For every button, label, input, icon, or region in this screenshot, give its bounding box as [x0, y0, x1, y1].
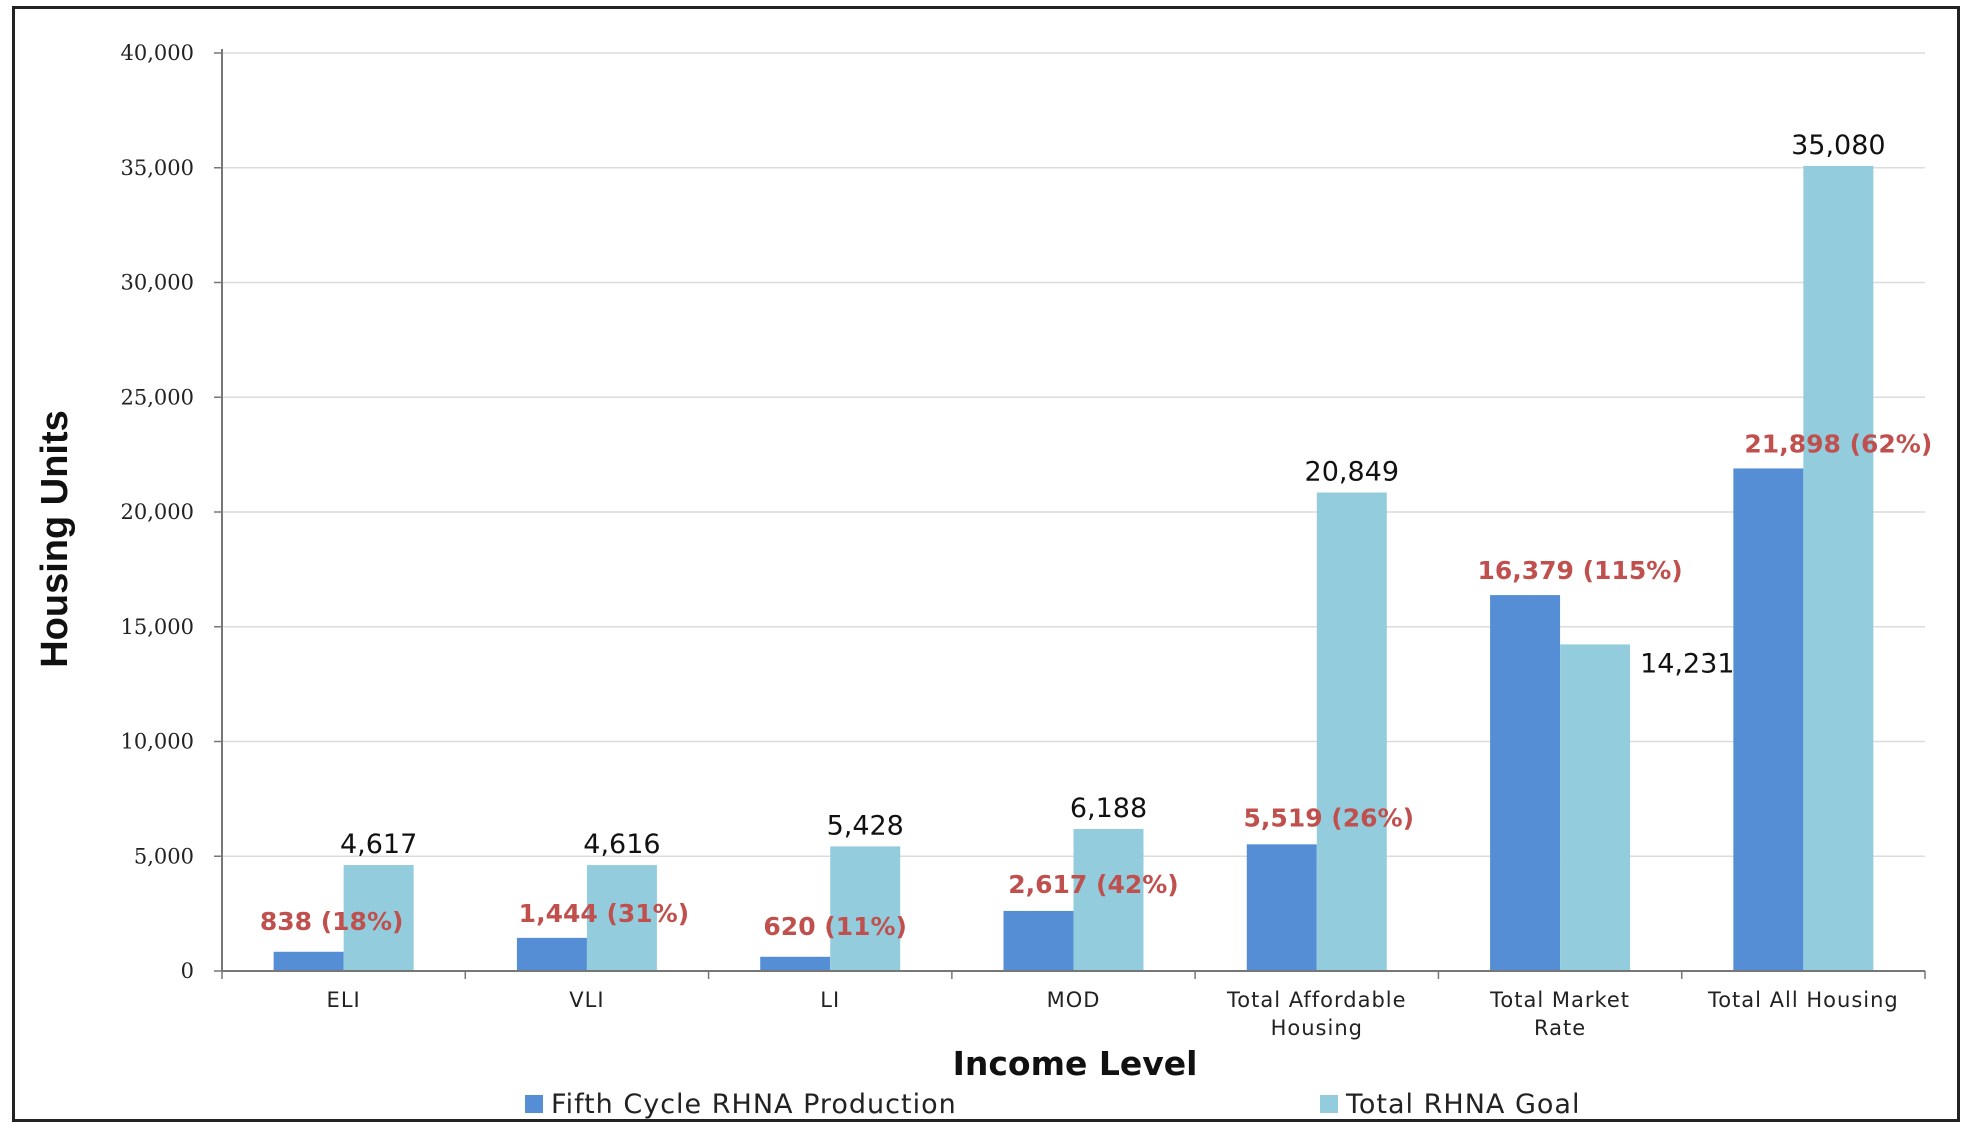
bar-goal — [1560, 644, 1631, 971]
y-tick-label: 10,000 — [121, 730, 194, 754]
data-label-production: 16,379 (115%) — [1477, 556, 1682, 585]
data-labels: 4,617 838 (18%) 4,616 1,444 (31%) 5,428 620 (… — [260, 130, 1932, 941]
data-label-production: 838 (18%) — [260, 907, 404, 936]
x-tick-label: LI — [820, 988, 840, 1012]
data-label-goal: 4,616 — [583, 829, 660, 860]
x-tick-label: VLI — [569, 988, 604, 1012]
axes — [221, 49, 1926, 979]
bar-goal — [1803, 165, 1874, 971]
y-tick-label: 30,000 — [121, 271, 194, 295]
y-tick-label: 5,000 — [134, 844, 194, 868]
bar-production — [273, 951, 344, 971]
bar-production — [760, 956, 831, 971]
data-label-goal: 35,080 — [1791, 130, 1885, 161]
legend-swatch — [525, 1095, 543, 1113]
bar-production — [1003, 910, 1074, 971]
bar-production — [516, 937, 587, 971]
x-tick-label: Total Market — [1489, 988, 1630, 1012]
bars — [273, 165, 1874, 971]
x-tick-label: Total All Housing — [1707, 988, 1899, 1012]
x-axis-title: Income Level — [953, 1044, 1198, 1083]
x-tick-label: Total Affordable — [1226, 988, 1407, 1012]
x-tick-label: Rate — [1534, 1016, 1586, 1040]
x-tick-label: ELI — [327, 988, 361, 1012]
data-label-goal: 20,849 — [1305, 457, 1399, 488]
data-label-production: 5,519 (26%) — [1244, 803, 1414, 832]
y-tick-label: 0 — [181, 959, 194, 983]
y-axis-ticks: 0 5,000 10,000 15,000 20,000 25,000 30,000 35,0… — [121, 41, 222, 983]
legend-swatch — [1320, 1095, 1338, 1113]
data-label-goal: 4,617 — [340, 829, 417, 860]
data-label-production: 2,617 (42%) — [1008, 870, 1178, 899]
y-axis-title: Housing Units — [34, 410, 76, 668]
data-label-goal: 5,428 — [827, 810, 904, 841]
bar-production — [1490, 595, 1561, 971]
data-label-goal: 14,231 — [1640, 648, 1734, 679]
bar-goal — [1316, 492, 1387, 971]
bar-goal — [830, 846, 901, 971]
y-tick-label: 40,000 — [121, 41, 194, 65]
bar-goal — [1073, 828, 1144, 971]
y-tick-label: 25,000 — [121, 385, 194, 409]
y-tick-label: 20,000 — [121, 500, 194, 524]
legend-label: Fifth Cycle RHNA Production — [551, 1089, 957, 1119]
bar-chart: 0 5,000 10,000 15,000 20,000 25,000 30,000 35,0… — [34, 41, 1932, 1119]
gridlines — [222, 52, 1925, 857]
data-label-production: 21,898 (62%) — [1744, 429, 1932, 458]
bar-goal — [586, 865, 657, 971]
data-label-production: 620 (11%) — [763, 912, 907, 941]
data-label-production: 1,444 (31%) — [519, 899, 689, 928]
y-tick-label: 15,000 — [121, 615, 194, 639]
chart-frame: 0 5,000 10,000 15,000 20,000 25,000 30,000 35,0… — [12, 6, 1960, 1122]
y-tick-label: 35,000 — [121, 156, 194, 180]
legend-label: Total RHNA Goal — [1345, 1089, 1580, 1119]
data-label-goal: 6,188 — [1070, 793, 1147, 824]
bar-production — [1246, 844, 1317, 971]
x-axis-ticks: ELI VLI LI MOD Total Affordable Housing Total … — [327, 988, 1899, 1040]
x-tick-label: MOD — [1047, 988, 1101, 1012]
bar-goal — [343, 865, 414, 971]
legend: Fifth Cycle RHNA Production Total RHNA Go… — [525, 1089, 1580, 1119]
x-tick-label: Housing — [1271, 1016, 1363, 1040]
bar-production — [1733, 468, 1804, 971]
